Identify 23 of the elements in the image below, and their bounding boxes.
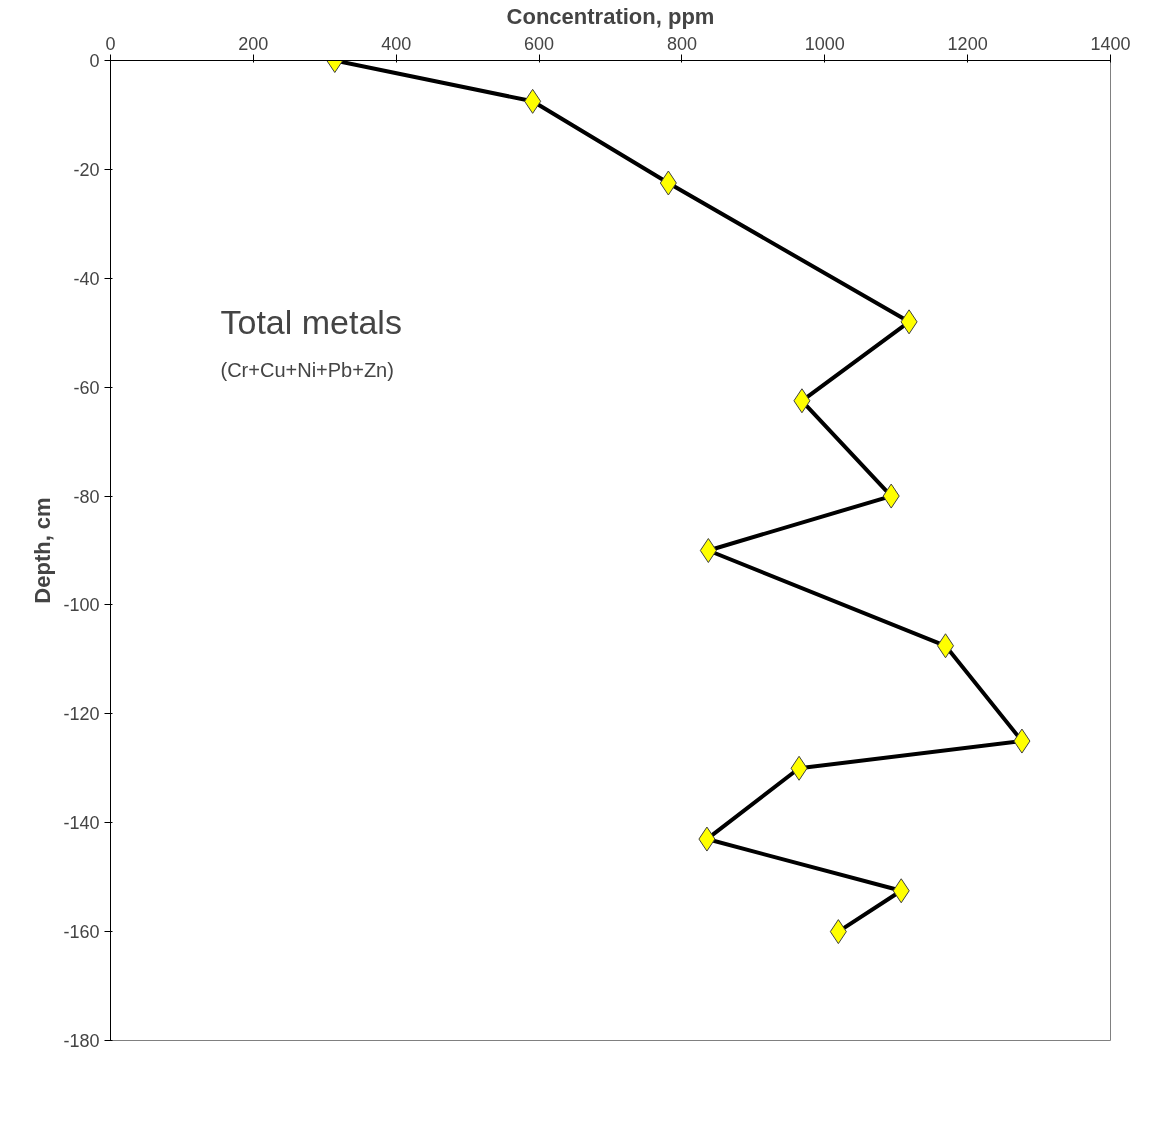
y-tick-label: -140 [63,813,100,834]
annotation: Total metals [220,302,402,341]
y-tick-label: -80 [73,486,100,507]
x-tick-label: 400 [381,33,412,54]
x-tick-label: 800 [666,33,697,54]
x-tick-label: 1000 [804,33,845,54]
y-tick-label: -60 [73,377,100,398]
x-tick-label: 600 [524,33,555,54]
x-axis-title: Concentration, ppm [506,3,715,29]
y-tick-label: -180 [63,1031,100,1051]
y-tick-label: -40 [73,268,100,289]
y-tick-label: -20 [73,159,100,180]
annotation: (Cr+Cu+Ni+Pb+Zn) [220,358,394,381]
x-tick-label: 0 [105,33,116,54]
y-tick-label: 0 [89,51,100,71]
y-tick-label: -100 [63,595,100,616]
x-tick-label: 1400 [1090,33,1131,54]
x-tick-label: 200 [238,33,269,54]
y-tick-label: -120 [63,704,100,725]
y-tick-label: -160 [63,922,100,943]
point [699,538,717,563]
y-axis-title: Depth, cm [30,497,56,604]
x-tick-label: 1200 [947,33,988,54]
